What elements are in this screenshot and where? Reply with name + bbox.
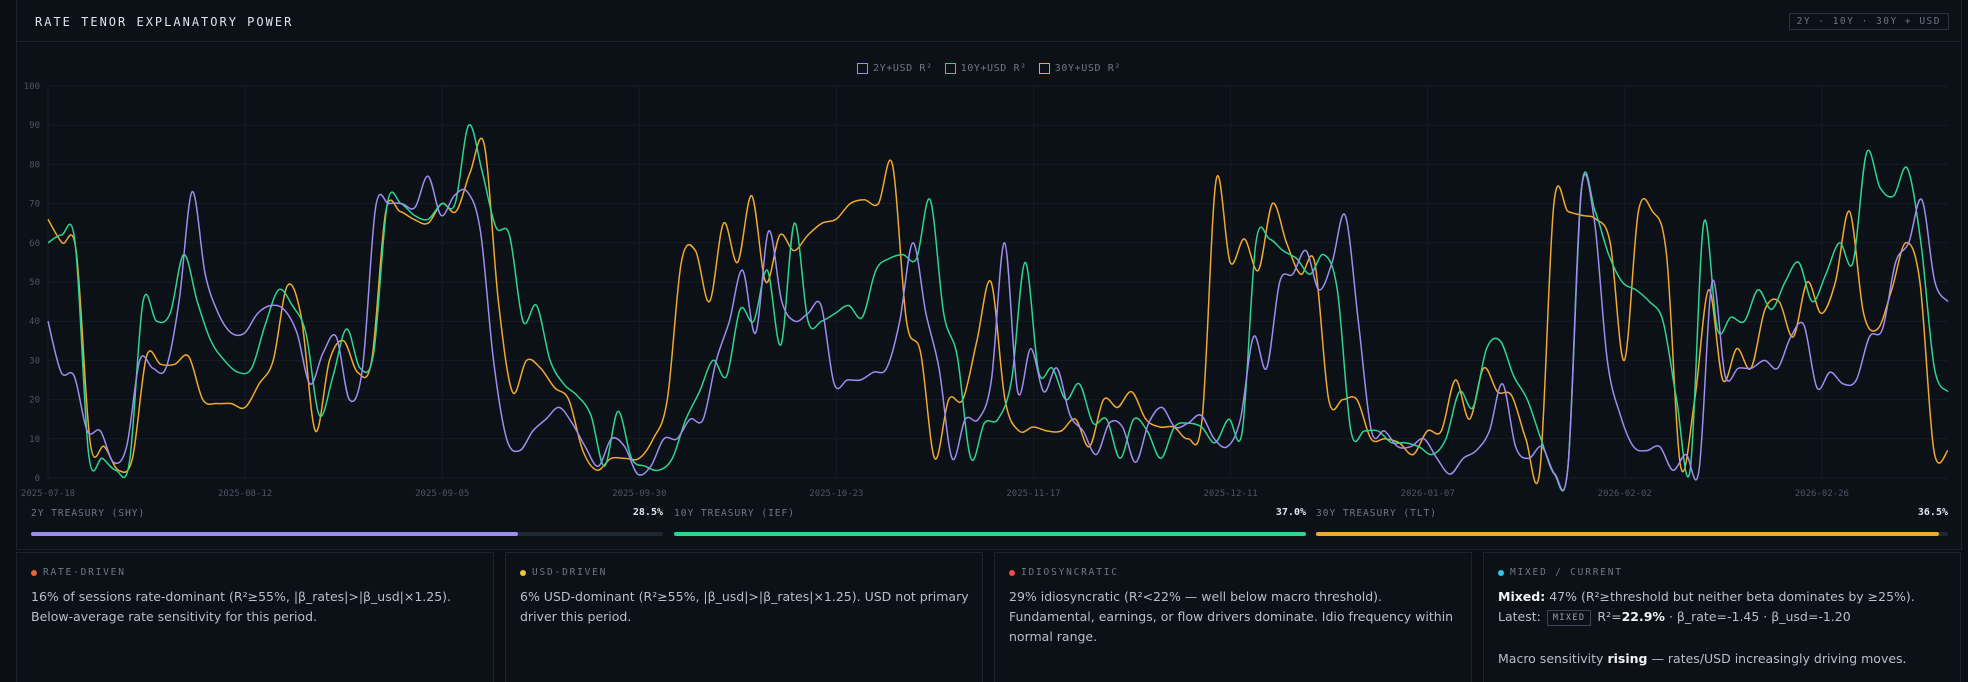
y-tick-label: 40 <box>29 317 40 327</box>
tenor-bar-track <box>1316 532 1948 536</box>
tenor-bars: 2Y TREASURY (SHY) 28.5% 10Y TREASURY (IE… <box>16 506 1962 536</box>
latest-label: Latest: <box>1498 609 1541 624</box>
usd-dot-icon <box>520 569 526 576</box>
y-tick-label: 30 <box>29 356 40 366</box>
y-tick-label: 80 <box>29 160 40 170</box>
x-tick-label: 2026-02-26 <box>1795 489 1849 499</box>
tenor-bar-value: 28.5% <box>632 507 663 518</box>
r2-value: 22.9% <box>1621 609 1665 624</box>
legend-item-2y[interactable]: 2Y+USD R² <box>856 63 933 74</box>
tenor-bar-fill <box>31 532 518 536</box>
card-body: 29% idiosyncratic (R²<22% — well below m… <box>1009 589 1454 644</box>
card-title-text: RATE-DRIVEN <box>43 567 126 578</box>
mixed-lead: Mixed: <box>1498 589 1546 604</box>
legend-swatch-2y <box>856 63 868 74</box>
panel-header: RATE TENOR EXPLANATORY POWER 2Y · 10Y · … <box>17 0 1961 42</box>
x-tick-label: 2025-09-05 <box>415 489 469 499</box>
sens-word: rising <box>1607 651 1648 666</box>
y-tick-label: 100 <box>24 82 40 92</box>
tenor-bar-label: 10Y TREASURY (IEF) <box>674 508 795 519</box>
card-body: 6% USD-dominant (R²≥55%, |β_usd|>|β_rate… <box>520 589 969 624</box>
series-line-2y <box>47 173 1949 491</box>
card-title: RATE-DRIVEN <box>31 567 126 578</box>
legend-swatch-30y <box>1038 63 1050 74</box>
card-usd-driven: USD-DRIVEN 6% USD-dominant (R²≥55%, |β_u… <box>505 552 983 682</box>
legend-swatch-10y <box>944 63 956 74</box>
macro-sensitivity: Macro sensitivity rising — rates/USD inc… <box>1498 649 1950 669</box>
y-tick-label: 0 <box>35 474 40 484</box>
r2-prefix: R²= <box>1597 609 1622 624</box>
y-tick-label: 90 <box>29 121 40 131</box>
mixed-lead-rest: 47% (R²≥threshold but neither beta domin… <box>1545 589 1915 604</box>
tenor-bar-track <box>31 532 663 536</box>
spacer <box>1498 627 1950 649</box>
card-title-text: MIXED / CURRENT <box>1510 567 1623 578</box>
sens-prefix: Macro sensitivity <box>1498 651 1608 666</box>
card-title-text: IDIOSYNCRATIC <box>1021 567 1119 578</box>
tenor-bar-value: 37.0% <box>1275 507 1306 518</box>
x-tick-label: 2025-08-12 <box>218 489 272 499</box>
tenor-bar-fill <box>1316 532 1940 536</box>
tenor-bar-label: 2Y TREASURY (SHY) <box>31 508 146 519</box>
legend-label-2y: 2Y+USD R² <box>872 63 933 74</box>
tenor-bar-value: 36.5% <box>1917 507 1948 518</box>
card-title-text: USD-DRIVEN <box>532 567 608 578</box>
chart-legend: 2Y+USD R² 10Y+USD R² 30Y+USD R² <box>17 63 1961 74</box>
panel-title: RATE TENOR EXPLANATORY POWER <box>35 15 294 29</box>
x-tick-label: 2025-11-17 <box>1006 489 1060 499</box>
x-tick-label: 2026-02-02 <box>1598 489 1652 499</box>
tenor-tag: 2Y · 10Y · 30Y + USD <box>1788 13 1949 30</box>
mixed-summary: Mixed: 47% (R²≥threshold but neither bet… <box>1498 587 1950 607</box>
mixed-dot-icon <box>1498 569 1504 576</box>
x-tick-label: 2025-07-18 <box>21 489 75 499</box>
series-line-30y <box>47 137 1949 485</box>
card-title: IDIOSYNCRATIC <box>1009 567 1119 578</box>
line-chart: 0 10 20 30 40 50 60 70 80 90 100 2025-07-18 2025-08-… <box>21 82 1949 499</box>
tenor-bar-label: 30Y TREASURY (TLT) <box>1316 508 1437 519</box>
regime-cards: RATE-DRIVEN 16% of sessions rate-dominan… <box>16 552 1962 682</box>
x-tick-label: 2025-10-23 <box>809 489 863 499</box>
latest-line: Latest: MIXED R²=22.9% · β_rate=-1.45 · β… <box>1498 607 1950 627</box>
card-idiosyncratic: IDIOSYNCRATIC 29% idiosyncratic (R²<22% … <box>994 552 1472 682</box>
x-tick-label: 2025-09-30 <box>612 489 666 499</box>
legend-item-30y[interactable]: 30Y+USD R² <box>1038 63 1122 74</box>
x-tick-label: 2025-12-11 <box>1203 489 1257 499</box>
y-tick-label: 60 <box>29 239 40 249</box>
beta-values: · β_rate=-1.45 · β_usd=-1.20 <box>1664 609 1851 624</box>
tenor-bar-30y: 30Y TREASURY (TLT) 36.5% <box>1316 506 1948 536</box>
tenor-bar-track <box>674 532 1306 536</box>
card-title: MIXED / CURRENT <box>1498 567 1623 578</box>
y-tick-label: 20 <box>29 396 40 406</box>
legend-label-10y: 10Y+USD R² <box>960 63 1027 74</box>
legend-label-30y: 30Y+USD R² <box>1054 63 1122 74</box>
card-mixed-current: MIXED / CURRENT Mixed: 47% (R²≥threshold… <box>1483 552 1961 682</box>
rate-dot-icon <box>31 569 37 576</box>
sens-rest: — rates/USD increasingly driving moves. <box>1647 651 1907 666</box>
chart-panel: RATE TENOR EXPLANATORY POWER 2Y · 10Y · … <box>16 0 1962 550</box>
tenor-bar-10y: 10Y TREASURY (IEF) 37.0% <box>674 506 1306 536</box>
tenor-bar-fill <box>674 532 1306 536</box>
card-body: 16% of sessions rate-dominant (R²≥55%, |… <box>31 589 452 624</box>
idio-dot-icon <box>1009 569 1015 576</box>
legend-item-10y[interactable]: 10Y+USD R² <box>944 63 1027 74</box>
y-tick-label: 50 <box>29 278 40 288</box>
y-tick-label: 70 <box>29 200 40 210</box>
card-rate-driven: RATE-DRIVEN 16% of sessions rate-dominan… <box>16 552 494 682</box>
y-tick-label: 10 <box>29 435 40 445</box>
regime-badge: MIXED <box>1546 610 1592 626</box>
series-line-10y <box>47 124 1949 492</box>
card-body: Mixed: 47% (R²≥threshold but neither bet… <box>1498 587 1950 669</box>
x-tick-label: 2026-01-07 <box>1401 489 1455 499</box>
tenor-bar-2y: 2Y TREASURY (SHY) 28.5% <box>31 506 663 536</box>
card-title: USD-DRIVEN <box>520 567 607 578</box>
